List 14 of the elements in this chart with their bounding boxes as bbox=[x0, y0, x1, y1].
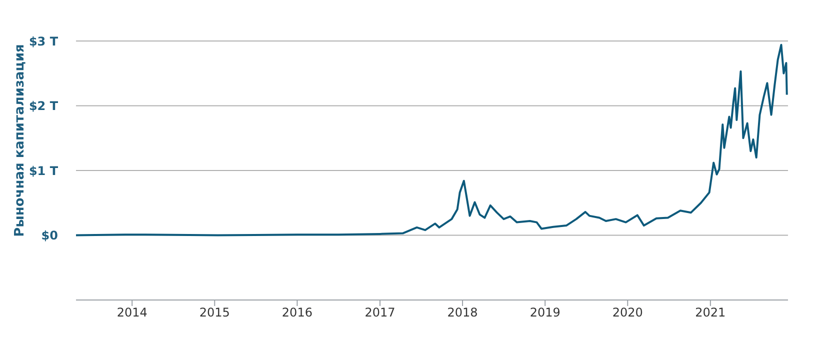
x-tick-label: 2017 bbox=[364, 306, 396, 320]
x-tick-label: 2019 bbox=[530, 306, 560, 320]
y-tick-label: $0 bbox=[41, 228, 58, 243]
x-tick-label: 2016 bbox=[282, 306, 312, 320]
y-tick-label: $1 T bbox=[28, 164, 59, 178]
x-tick-label: 2021 bbox=[695, 306, 726, 320]
x-tick-label: 2018 bbox=[447, 306, 478, 320]
x-tick-label: 2015 bbox=[199, 306, 230, 320]
line-series bbox=[76, 44, 788, 236]
x-tick-label: 2020 bbox=[612, 306, 643, 320]
y-tick-label: $3 T bbox=[28, 34, 59, 48]
y-tick-label: $2 T bbox=[28, 99, 59, 114]
x-tick-label: 2014 bbox=[116, 306, 148, 320]
y-axis-title: Рыночная капитализация bbox=[12, 44, 28, 237]
